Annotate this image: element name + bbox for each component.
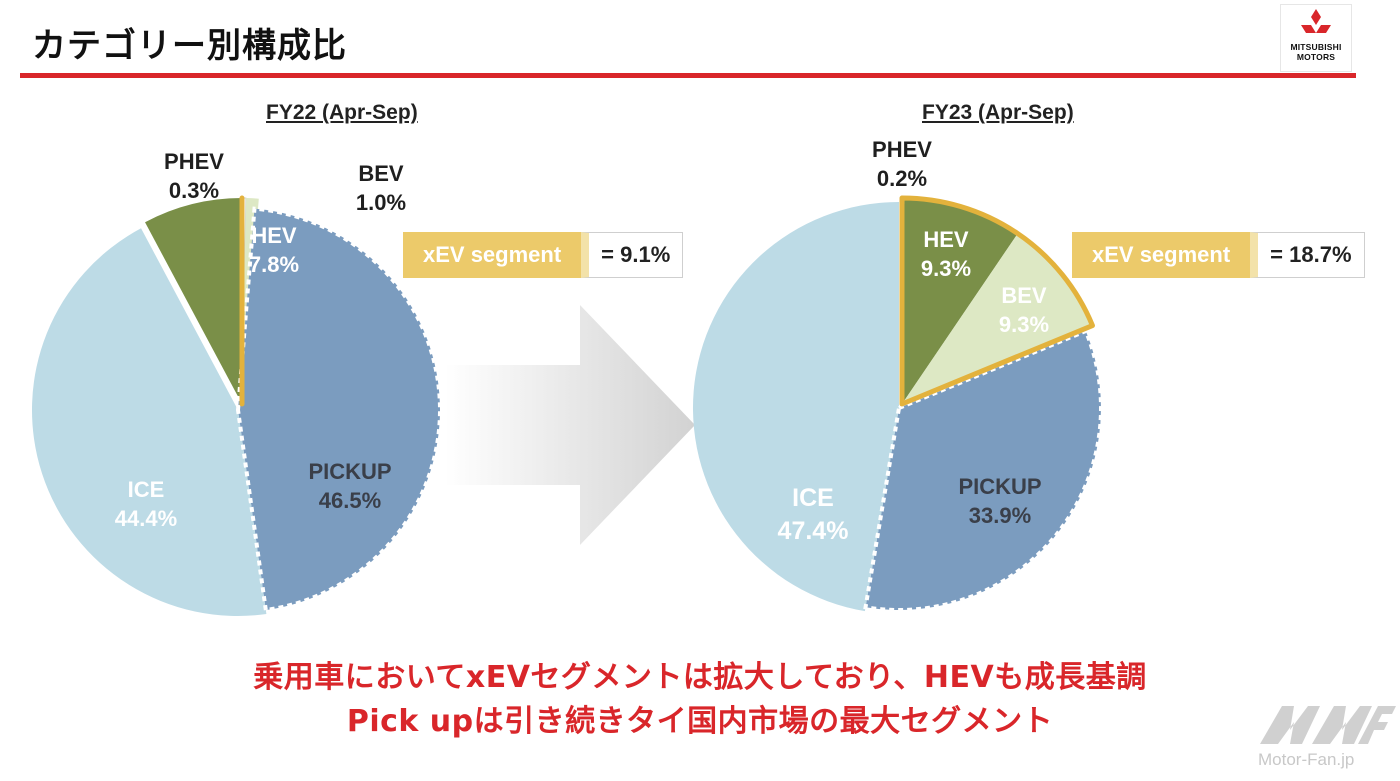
motorfan-logo-icon: [1260, 706, 1396, 744]
fy22-phev-name: PHEV: [164, 149, 224, 174]
three-diamonds-icon: [1301, 9, 1331, 33]
fy22-pie: [31, 195, 442, 617]
title-divider: [20, 73, 1356, 78]
fy23-xev-label: xEV segment: [1072, 232, 1251, 278]
watermark: Motor-Fan.jp: [1256, 700, 1396, 775]
fy22-bev-label: BEV 1.0%: [338, 160, 424, 217]
fy22-bev-name: BEV: [358, 161, 404, 186]
brand-line-2: MOTORS: [1296, 52, 1336, 62]
fy22-hev-name: HEV: [251, 223, 297, 248]
mitsubishi-logo: MITSUBISHI MOTORS: [1280, 4, 1352, 72]
fy22-ice-value: 44.4%: [114, 505, 178, 531]
fy22-ice-name: ICE: [127, 477, 165, 502]
fy23-xev-box: xEV segment = 18.7%: [1072, 232, 1365, 278]
fy23-chart-title: FY23 (Apr-Sep): [922, 101, 1074, 124]
fy22-phev-value: 0.3%: [168, 177, 220, 203]
fy23-pickup-slice: [865, 331, 1101, 610]
fy23-phev-name: PHEV: [872, 137, 932, 162]
fy23-ice-name: ICE: [792, 484, 834, 512]
fy22-xev-label: xEV segment: [403, 232, 582, 278]
fy23-bev-value: 9.3%: [998, 311, 1050, 337]
fy23-hev-value: 9.3%: [920, 255, 972, 281]
fy22-xev-box: xEV segment = 9.1%: [403, 232, 684, 278]
page-title: カテゴリー別構成比: [32, 26, 347, 66]
fy22-hev-value: 7.8%: [248, 251, 300, 277]
fy22-chart-title: FY22 (Apr-Sep): [266, 101, 418, 124]
fy23-hev-slice: [902, 198, 1018, 404]
fy22-hev-slice: [145, 198, 242, 404]
fy23-pickup-label: PICKUP 33.9%: [940, 473, 1060, 530]
fy23-xev-outline: [899, 195, 1095, 407]
brand-line-1: MITSUBISHI: [1290, 42, 1342, 52]
fy23-bev-slice: [902, 233, 1093, 404]
fy22-pickup-label: PICKUP 46.5%: [290, 458, 410, 515]
fy22-ice-label: ICE 44.4%: [98, 476, 194, 533]
fy23-pie: [692, 195, 1103, 612]
fy23-pickup-value: 33.9%: [968, 502, 1032, 528]
fy23-pickup-dashed-outline: [863, 328, 1103, 612]
fy23-xev-value: = 18.7%: [1250, 232, 1365, 278]
fy22-ice-slice: [31, 228, 267, 617]
fy23-ice-value: 47.4%: [777, 516, 849, 545]
fy22-pickup-value: 46.5%: [318, 487, 382, 513]
fy22-pickup-dashed-outline: [235, 206, 442, 613]
fy22-pickup-slice: [238, 208, 440, 611]
fy23-ice-slice: [692, 202, 899, 612]
fy22-hev-label: HEV 7.8%: [232, 222, 316, 279]
fy23-bev-name: BEV: [1001, 283, 1047, 308]
fy23-hev-label: HEV 9.3%: [904, 226, 988, 283]
fy22-phev-label: PHEV 0.3%: [150, 148, 238, 205]
fy23-hev-name: HEV: [923, 227, 969, 252]
message-line-2: Pick upは引き続きタイ国内市場の最大セグメント: [346, 704, 1054, 739]
fy23-phev-label: PHEV 0.2%: [860, 136, 944, 193]
fy22-pickup-name: PICKUP: [308, 459, 392, 484]
fy22-xev-value: = 9.1%: [581, 232, 684, 278]
fy23-phev-value: 0.2%: [876, 165, 928, 191]
fy23-bev-label: BEV 9.3%: [982, 282, 1066, 339]
message-line-1: 乗用車においてxEVセグメントは拡大しており、HEVも成長基調: [253, 660, 1147, 695]
fy23-pickup-name: PICKUP: [958, 474, 1042, 499]
fy22-bev-value: 1.0%: [355, 189, 407, 215]
watermark-text: Motor-Fan.jp: [1258, 750, 1355, 769]
arrow-shape: [445, 305, 695, 545]
fy23-ice-label: ICE 47.4%: [760, 482, 866, 547]
